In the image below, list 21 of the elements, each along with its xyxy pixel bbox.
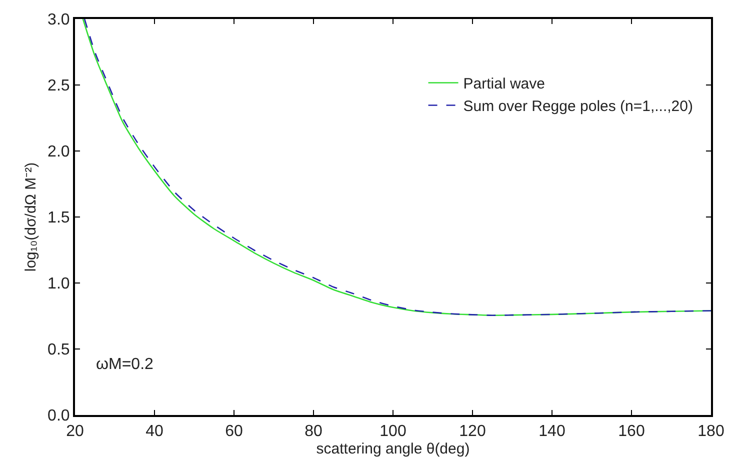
y-tick-label: 1.0 — [48, 276, 70, 293]
x-tick-label: 40 — [146, 423, 164, 440]
y-axis-title: log₁₀(dσ/dΩ M⁻²) — [22, 162, 40, 272]
y-tick-label: 0.5 — [48, 342, 70, 359]
x-tick-label: 100 — [380, 423, 406, 440]
y-tick-label: 1.5 — [48, 210, 70, 227]
x-axis-title: scattering angle θ(deg) — [316, 440, 470, 458]
y-tick-label: 3.0 — [48, 12, 70, 29]
y-tick-label: 0.0 — [48, 408, 70, 425]
x-tick-label: 140 — [538, 423, 566, 440]
x-tick-label: 160 — [618, 423, 645, 440]
legend-label: Partial wave — [463, 76, 545, 93]
y-tick-label: 2.0 — [48, 144, 70, 161]
x-tick-label: 80 — [304, 423, 322, 440]
x-tick-label: 180 — [698, 423, 724, 440]
x-tick-label: 20 — [66, 423, 84, 440]
x-tick-label: 60 — [225, 423, 243, 440]
y-tick-label: 2.5 — [48, 78, 70, 95]
legend-label: Sum over Regge poles (n=1,...,20) — [463, 98, 693, 116]
annotation: ωM=0.2 — [96, 356, 154, 373]
x-tick-label: 120 — [459, 423, 486, 440]
